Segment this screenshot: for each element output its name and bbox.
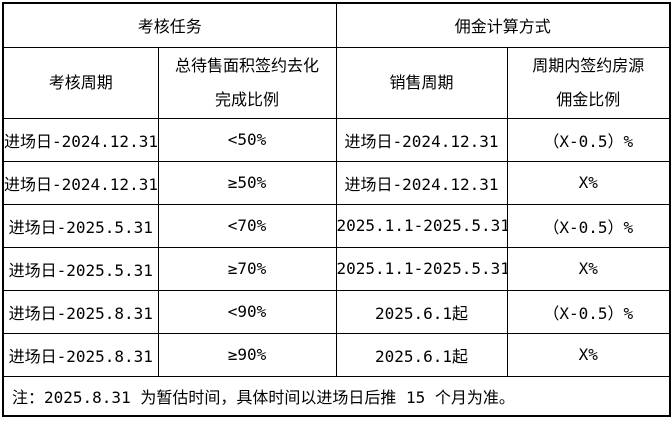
cell-commission-rate: （X-0.5）% [506, 117, 671, 162]
table-row: 进场日-2025.8.31 ≥90% 2025.6.1起 X% [2, 332, 671, 377]
col-header-commission-rate-line2: 佣金比例 [556, 89, 621, 109]
cell-sales-period: 进场日-2024.12.31 [335, 117, 508, 162]
cell-commission-rate: X% [506, 246, 671, 291]
cell-assessment-period: 进场日-2025.8.31 [2, 332, 159, 377]
cell-completion-ratio: <50% [157, 117, 337, 162]
column-header-row: 考核周期 总待售面积签约去化 完成比例 销售周期 周期内签约房源 佣金比例 [2, 46, 671, 119]
cell-completion-ratio: <90% [157, 289, 337, 334]
cell-commission-rate: X% [506, 332, 671, 377]
table-row: 进场日-2024.12.31 <50% 进场日-2024.12.31 （X-0.… [2, 117, 671, 162]
table-row: 进场日-2025.5.31 <70% 2025.1.1-2025.5.31 （X… [2, 203, 671, 248]
col-header-completion-ratio-line1: 总待售面积签约去化 [175, 55, 320, 75]
cell-commission-rate: （X-0.5）% [506, 203, 671, 248]
cell-completion-ratio: <70% [157, 203, 337, 248]
cell-sales-period: 2025.1.1-2025.5.31 [335, 203, 508, 248]
table-row: 进场日-2025.8.31 <90% 2025.6.1起 （X-0.5）% [2, 289, 671, 334]
col-header-completion-ratio: 总待售面积签约去化 完成比例 [157, 46, 337, 119]
table-row: 进场日-2025.5.31 ≥70% 2025.1.1-2025.5.31 X% [2, 246, 671, 291]
cell-assessment-period: 进场日-2024.12.31 [2, 160, 159, 205]
cell-completion-ratio: ≥70% [157, 246, 337, 291]
col-header-commission-rate-line1: 周期内签约房源 [532, 55, 645, 75]
col-header-commission-rate: 周期内签约房源 佣金比例 [506, 46, 671, 119]
cell-assessment-period: 进场日-2025.5.31 [2, 203, 159, 248]
cell-sales-period: 进场日-2024.12.31 [335, 160, 508, 205]
col-header-completion-ratio-line2: 完成比例 [215, 89, 280, 109]
table-row: 进场日-2024.12.31 ≥50% 进场日-2024.12.31 X% [2, 160, 671, 205]
col-header-sales-period-text: 销售周期 [389, 72, 454, 92]
header-group-commission-method: 佣金计算方式 [335, 2, 671, 48]
header-group-assessment-task: 考核任务 [2, 2, 337, 48]
cell-sales-period: 2025.1.1-2025.5.31 [335, 246, 508, 291]
cell-assessment-period: 进场日-2024.12.31 [2, 117, 159, 162]
header-group-row: 考核任务 佣金计算方式 [2, 2, 671, 48]
cell-sales-period: 2025.6.1起 [335, 332, 508, 377]
cell-assessment-period: 进场日-2025.8.31 [2, 289, 159, 334]
cell-commission-rate: X% [506, 160, 671, 205]
col-header-assessment-period-text: 考核周期 [48, 72, 113, 92]
commission-assessment-table: 考核任务 佣金计算方式 考核周期 总待售面积签约去化 完成比例 销售周期 周期内… [2, 2, 672, 417]
cell-commission-rate: （X-0.5）% [506, 289, 671, 334]
cell-completion-ratio: ≥90% [157, 332, 337, 377]
cell-assessment-period: 进场日-2025.5.31 [2, 246, 159, 291]
cell-completion-ratio: ≥50% [157, 160, 337, 205]
cell-sales-period: 2025.6.1起 [335, 289, 508, 334]
col-header-sales-period: 销售周期 [335, 46, 508, 119]
col-header-assessment-period: 考核周期 [2, 46, 159, 119]
table-note: 注：2025.8.31 为暂估时间，具体时间以进场日后推 15 个月为准。 [2, 375, 671, 417]
table-note-row: 注：2025.8.31 为暂估时间，具体时间以进场日后推 15 个月为准。 [2, 375, 671, 417]
